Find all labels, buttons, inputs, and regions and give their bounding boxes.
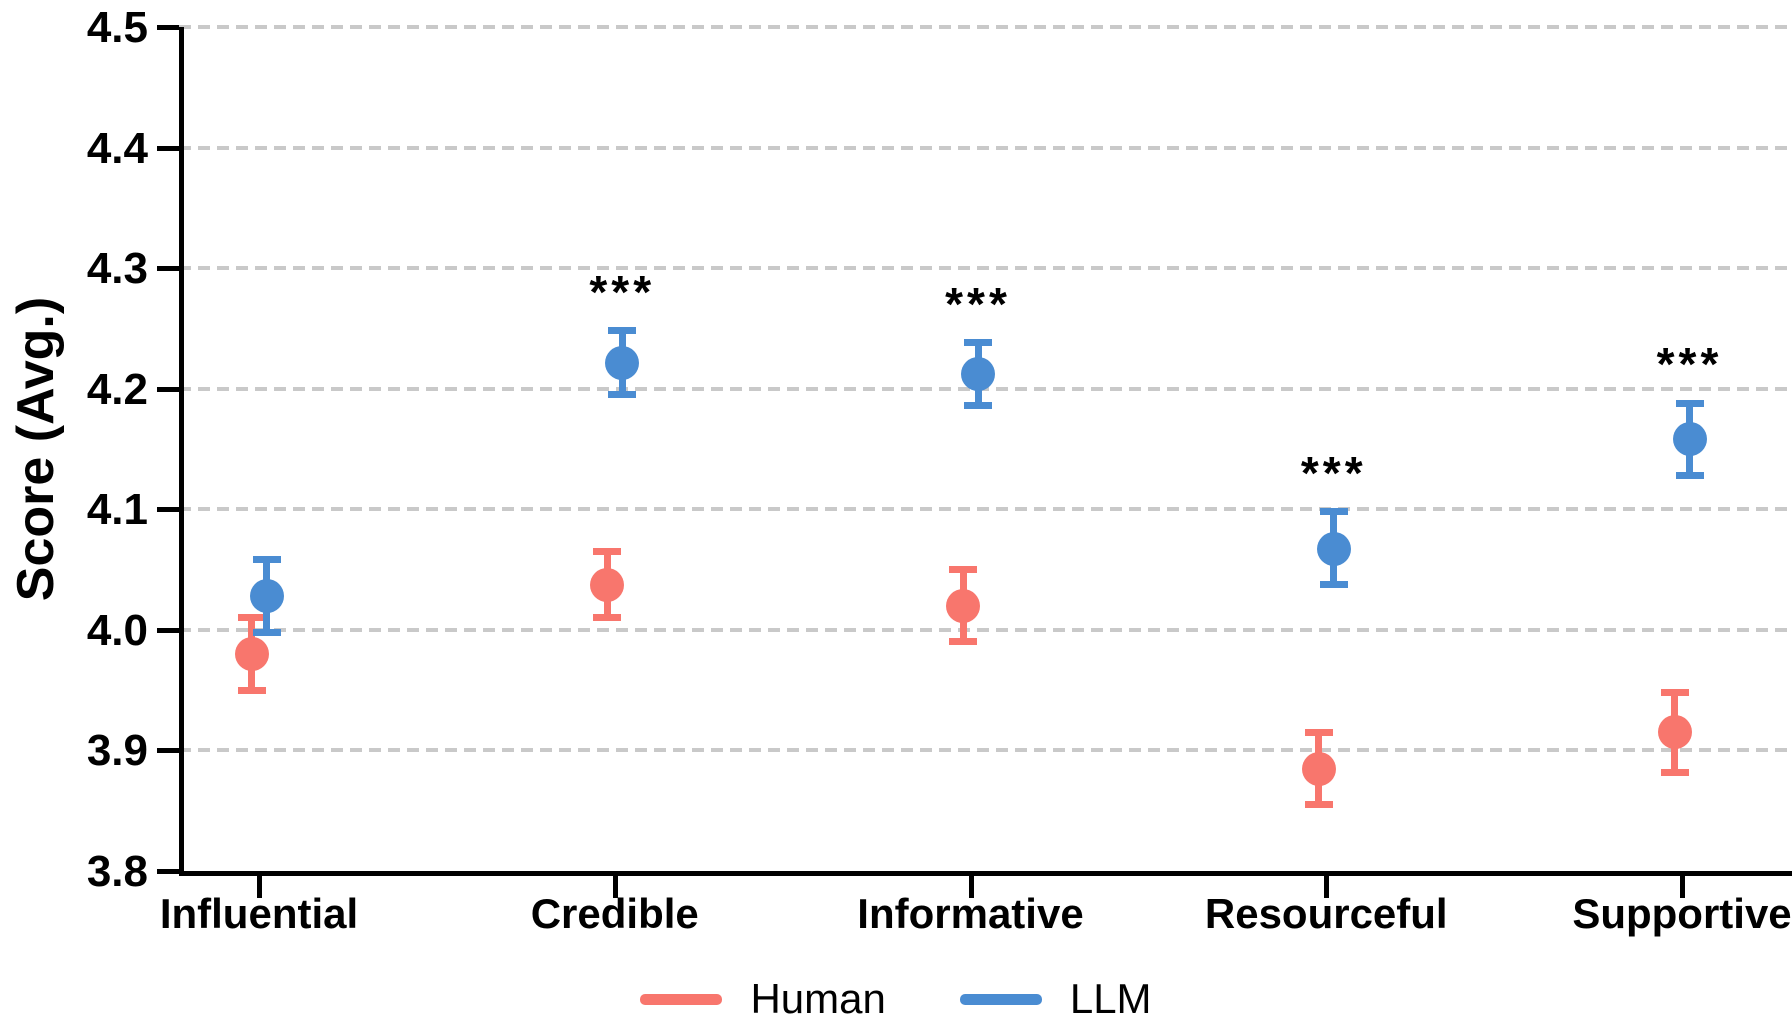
error-cap-top-llm-informative [964, 339, 992, 347]
x-tick-supportive [1680, 876, 1685, 898]
y-tick-4.1 [157, 507, 179, 513]
error-cap-top-human-informative [949, 566, 977, 574]
error-cap-bottom-llm-influential [252, 628, 281, 636]
gridline-4.5 [179, 25, 1792, 29]
y-axis-line [179, 27, 184, 876]
data-point-human-credible [590, 568, 625, 603]
error-cap-bottom-human-credible [593, 614, 622, 622]
data-point-human-informative [946, 588, 980, 623]
human-color-swatch [640, 993, 723, 1005]
data-point-human-influential [234, 636, 269, 671]
y-tick-4.2 [157, 386, 179, 392]
x-tick-label-informative: Informative [857, 890, 1084, 937]
significance-marker-credible: *** [589, 265, 656, 318]
y-axis-title: Score (Avg.) [7, 296, 65, 602]
error-cap-top-human-resourceful [1304, 728, 1333, 736]
y-tick-3.9 [157, 748, 179, 754]
y-tick-label-4.0: 4.0 [86, 605, 148, 655]
error-cap-bottom-human-influential [237, 686, 266, 694]
x-tick-credible [612, 876, 618, 898]
error-cap-top-llm-influential [252, 556, 281, 564]
y-tick-label-4.2: 4.2 [86, 364, 148, 414]
y-tick-label-4.1: 4.1 [86, 485, 148, 535]
legend-item-human: Human [640, 975, 886, 1022]
error-cap-top-human-credible [593, 547, 622, 555]
x-tick-label-resourceful: Resourceful [1204, 890, 1448, 937]
error-cap-bottom-human-resourceful [1304, 801, 1333, 809]
x-axis-line [179, 871, 1792, 876]
x-tick-resourceful [1324, 876, 1330, 898]
legend-item-llm: LLM [959, 975, 1152, 1022]
x-tick-label-supportive: Supportive [1572, 890, 1792, 937]
gridline-4.0 [179, 627, 1792, 632]
significance-marker-resourceful: *** [1300, 446, 1367, 499]
error-cap-bottom-llm-resourceful [1319, 580, 1348, 588]
error-cap-top-llm-supportive [1675, 399, 1704, 407]
error-cap-bottom-human-informative [949, 638, 977, 646]
significance-marker-supportive: *** [1656, 338, 1723, 391]
error-cap-bottom-human-supportive [1660, 768, 1689, 776]
legend-label-llm: LLM [1069, 975, 1152, 1022]
error-cap-top-human-supportive [1660, 689, 1689, 697]
data-point-human-resourceful [1301, 751, 1336, 786]
gridline-4.4 [179, 145, 1792, 150]
y-tick-4.5 [157, 25, 179, 30]
data-point-llm-resourceful [1316, 532, 1351, 567]
error-cap-bottom-llm-credible [608, 391, 637, 399]
x-tick-label-influential: Influential [159, 890, 359, 937]
y-tick-label-3.8: 3.8 [86, 847, 148, 896]
data-point-llm-influential [249, 579, 284, 614]
gridline-4.1 [179, 507, 1792, 512]
gridline-4.3 [179, 266, 1792, 271]
significance-marker-informative: *** [945, 277, 1011, 330]
x-tick-influential [257, 876, 262, 898]
error-cap-bottom-llm-informative [964, 402, 992, 410]
error-cap-top-human-influential [237, 614, 266, 622]
y-tick-4.0 [157, 627, 179, 633]
y-tick-4.4 [157, 145, 179, 151]
y-tick-label-4.3: 4.3 [86, 244, 148, 294]
y-tick-label-4.4: 4.4 [86, 123, 148, 173]
y-tick-4.3 [157, 266, 179, 272]
x-tick-label-credible: Credible [530, 890, 699, 937]
legend: Human LLM [0, 978, 1792, 1020]
data-point-llm-informative [961, 357, 995, 392]
data-point-llm-supportive [1672, 422, 1707, 457]
y-tick-label-3.9: 3.9 [86, 726, 148, 776]
y-tick-label-4.5: 4.5 [86, 3, 148, 52]
error-cap-bottom-llm-supportive [1675, 472, 1704, 480]
gridline-3.9 [179, 748, 1792, 753]
llm-color-swatch [959, 993, 1042, 1005]
error-cap-top-llm-credible [608, 327, 637, 335]
x-tick-informative [968, 876, 974, 898]
legend-label-human: Human [750, 975, 886, 1022]
error-cap-top-llm-resourceful [1319, 508, 1348, 516]
y-tick-3.8 [157, 869, 179, 874]
data-point-llm-credible [605, 346, 640, 381]
data-point-human-supportive [1657, 715, 1692, 750]
